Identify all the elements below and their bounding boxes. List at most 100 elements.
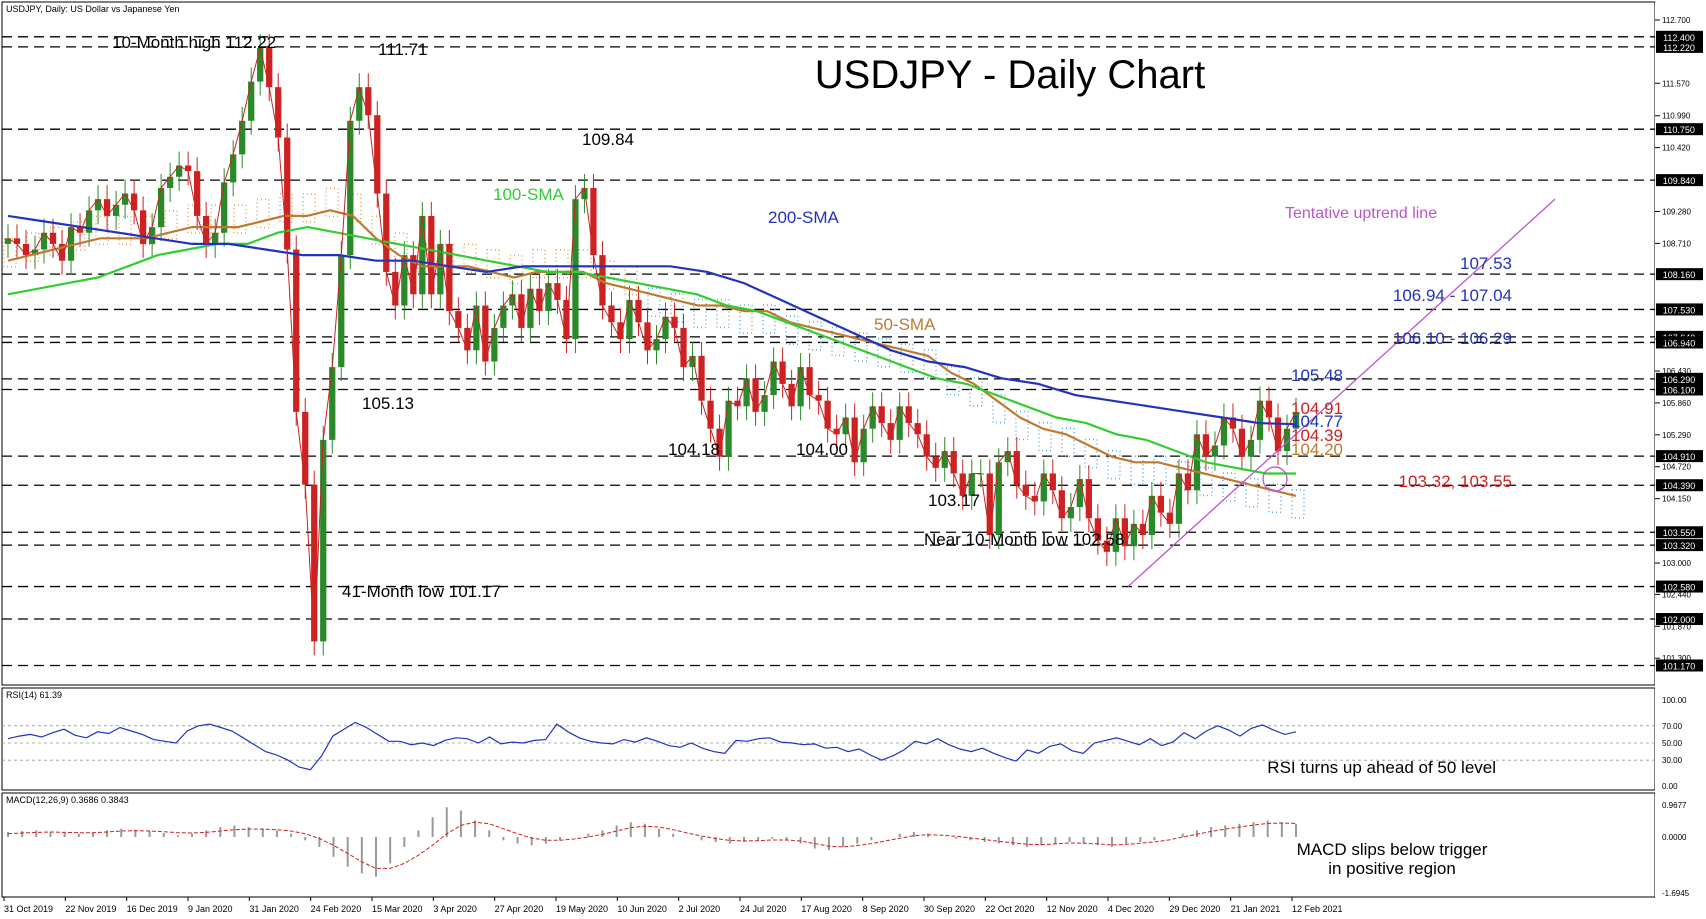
candle-body bbox=[707, 400, 714, 429]
candle-body bbox=[157, 187, 165, 228]
candle-body bbox=[1103, 540, 1110, 552]
candle-body bbox=[446, 243, 453, 312]
candle-body bbox=[275, 87, 282, 138]
candle-body bbox=[671, 316, 678, 328]
candle-body bbox=[716, 428, 723, 457]
rsi-axis-label: 0.00 bbox=[1662, 782, 1678, 791]
level-tag-box bbox=[1656, 336, 1703, 349]
candle-body bbox=[176, 165, 183, 177]
candle-body bbox=[266, 47, 273, 88]
price-axis-label: 105.290 bbox=[1662, 431, 1691, 440]
candle-body bbox=[545, 283, 552, 312]
annotation-103-17: 103.17 bbox=[928, 491, 980, 510]
level-tag-label: 102.580 bbox=[1663, 583, 1696, 593]
annotation-10-month-low: Near 10-Month low 102.58 bbox=[924, 530, 1124, 549]
candle-body bbox=[806, 367, 813, 396]
candle-body bbox=[797, 367, 804, 407]
candle-body bbox=[1058, 490, 1065, 519]
ma-line bbox=[7, 214, 1297, 426]
candle-body bbox=[221, 182, 228, 233]
level-tag-box bbox=[1656, 30, 1703, 43]
candle-body bbox=[428, 215, 435, 295]
x-axis-label: 19 May 2020 bbox=[556, 904, 608, 914]
label-106-10-106-29: 106.10 - 106.29 bbox=[1393, 329, 1512, 348]
candle-body bbox=[130, 193, 138, 211]
candle-body bbox=[1031, 495, 1038, 502]
candle-body bbox=[932, 456, 939, 468]
macd-axis-label: 0.9677 bbox=[1662, 801, 1687, 810]
rsi-axis-label: 70.00 bbox=[1662, 722, 1683, 731]
candle-body bbox=[320, 439, 327, 642]
candle-body bbox=[1076, 479, 1083, 508]
label-105-48: 105.48 bbox=[1291, 366, 1343, 385]
chart-title: USDJPY - Daily Chart bbox=[815, 53, 1205, 97]
candle-body bbox=[1247, 439, 1255, 457]
candle-body bbox=[518, 294, 525, 328]
candle-body bbox=[842, 417, 849, 435]
x-axis-label: 31 Oct 2019 bbox=[4, 904, 53, 914]
candle-body bbox=[392, 271, 399, 306]
x-axis-label: 31 Jan 2020 bbox=[249, 904, 299, 914]
level-tag-label: 112.220 bbox=[1663, 43, 1695, 53]
x-axis-label: 12 Nov 2020 bbox=[1047, 904, 1098, 914]
candle-body bbox=[887, 423, 894, 440]
x-axis-label: 24 Feb 2020 bbox=[311, 904, 362, 914]
price-axis-label: 109.280 bbox=[1662, 207, 1691, 216]
level-tag-box bbox=[1656, 580, 1703, 593]
level-tag-label: 112.400 bbox=[1663, 33, 1695, 43]
x-axis-label: 24 Jul 2020 bbox=[740, 904, 787, 914]
candle-body bbox=[1274, 417, 1282, 452]
candle-body bbox=[689, 355, 696, 368]
candle-body bbox=[662, 316, 669, 340]
candle-body bbox=[148, 227, 156, 244]
level-tag-label: 104.910 bbox=[1663, 452, 1696, 462]
level-tag-box bbox=[1656, 539, 1703, 552]
candle-body bbox=[49, 232, 57, 244]
label-104-39: 104.39 bbox=[1291, 426, 1343, 445]
price-axis-label: 110.990 bbox=[1662, 112, 1691, 121]
candle-body bbox=[761, 395, 768, 412]
candle-body bbox=[139, 210, 147, 244]
level-tag-box bbox=[1656, 123, 1703, 136]
candle-body bbox=[896, 406, 903, 440]
x-axis-label: 22 Oct 2020 bbox=[985, 904, 1034, 914]
label-104-77: 104.77 bbox=[1291, 412, 1343, 431]
highlight-circle bbox=[1262, 466, 1288, 492]
candle-body bbox=[85, 210, 93, 233]
candle-body bbox=[608, 305, 615, 323]
candle-body bbox=[509, 294, 516, 306]
level-tag-box bbox=[1656, 383, 1703, 396]
candle-body bbox=[185, 165, 192, 172]
candle-body bbox=[1202, 434, 1210, 457]
price-axis-label: 110.420 bbox=[1662, 144, 1691, 153]
candle-body bbox=[31, 249, 39, 256]
price-axis-label: 104.150 bbox=[1662, 495, 1691, 504]
candle-body bbox=[491, 327, 498, 362]
annotation-41-month-low: 41-Month low 101.17 bbox=[342, 582, 501, 601]
candle-body bbox=[419, 215, 426, 295]
macd-annotation: in positive region bbox=[1328, 859, 1456, 878]
candle-body bbox=[1157, 495, 1165, 513]
candle-body bbox=[1004, 451, 1011, 463]
candle-body bbox=[94, 199, 102, 211]
macd-annotation: MACD slips below trigger bbox=[1297, 840, 1488, 859]
candle-body bbox=[680, 327, 687, 368]
candle-body bbox=[1238, 428, 1246, 457]
candle-body bbox=[959, 473, 966, 496]
candle-body bbox=[248, 81, 255, 121]
x-axis-label: 16 Dec 2019 bbox=[127, 904, 178, 914]
candle-body bbox=[103, 199, 111, 216]
level-tag-box bbox=[1656, 450, 1703, 463]
candle-body bbox=[752, 378, 759, 412]
x-axis-label: 21 Jan 2021 bbox=[1231, 904, 1281, 914]
rsi-line bbox=[7, 721, 1297, 771]
candle-body bbox=[482, 305, 489, 362]
level-tag-label: 103.550 bbox=[1663, 528, 1696, 538]
candle-body bbox=[329, 367, 336, 440]
candle-body bbox=[76, 227, 84, 233]
price-axis-label: 112.700 bbox=[1662, 16, 1691, 25]
level-tag-label: 110.750 bbox=[1663, 125, 1695, 135]
candle-body bbox=[1130, 523, 1138, 547]
candle-body bbox=[455, 311, 462, 328]
